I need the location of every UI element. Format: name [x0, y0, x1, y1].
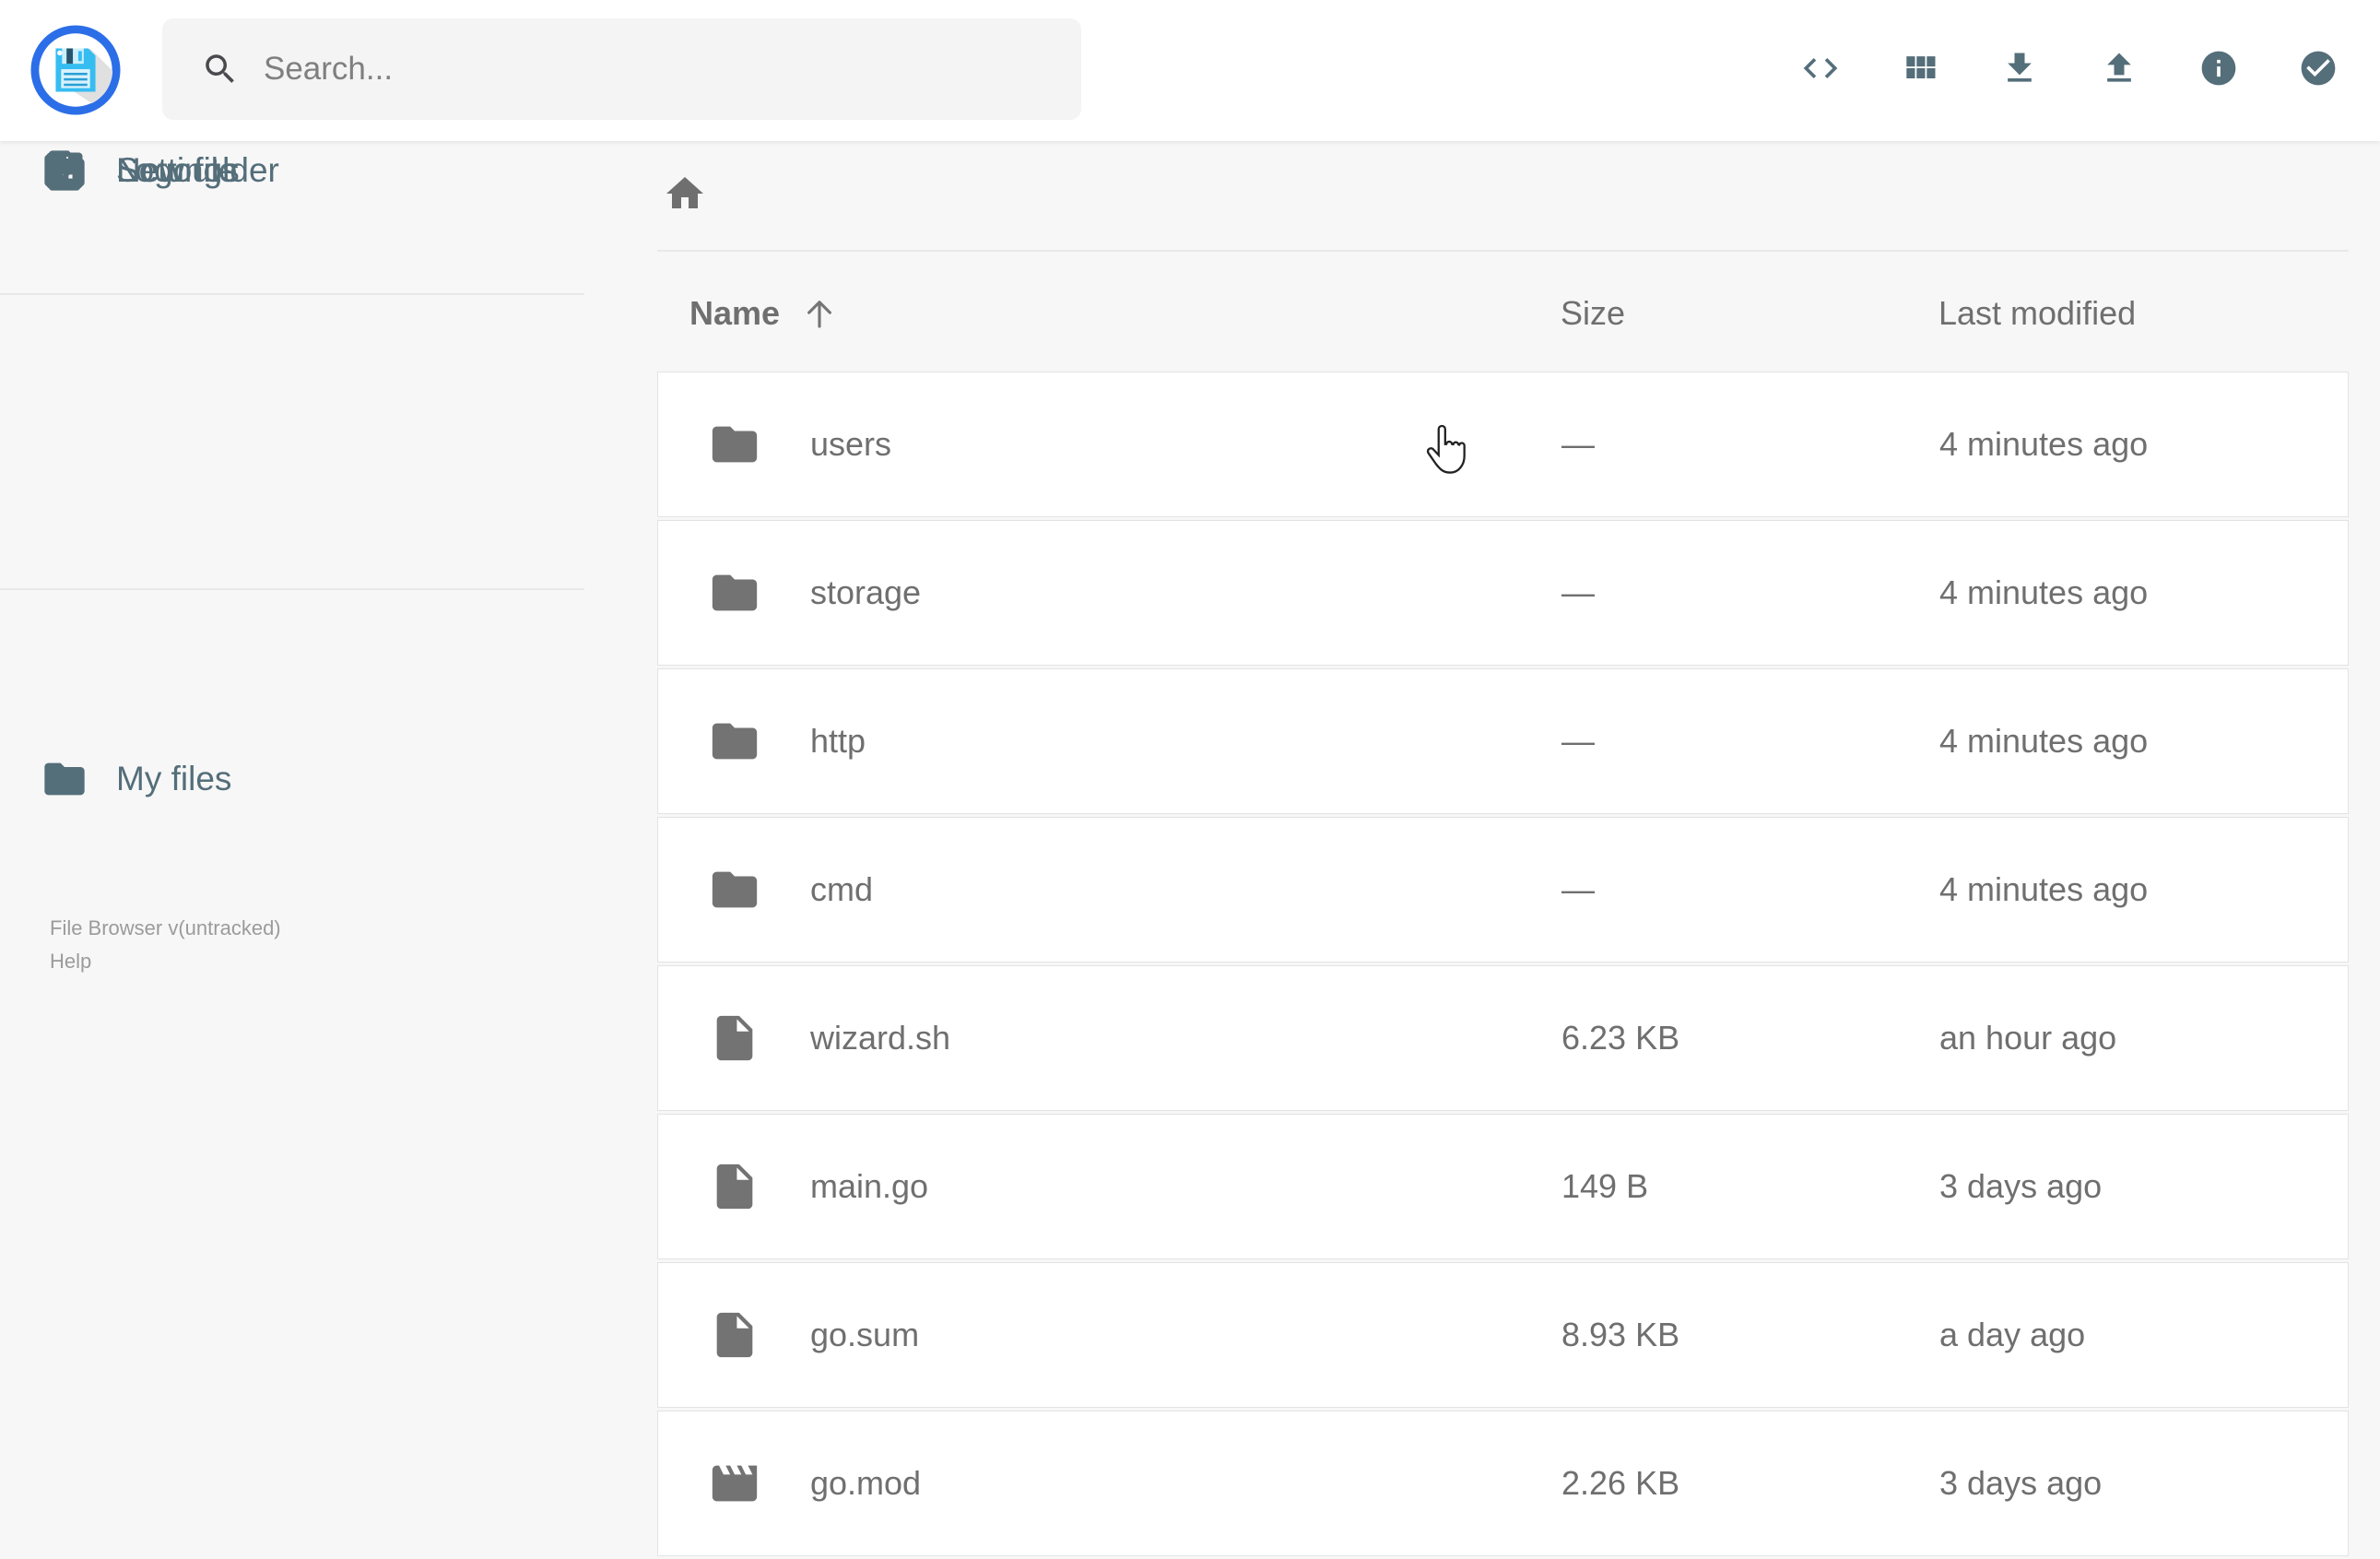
item-size: —: [1561, 722, 1595, 760]
item-name: go.mod: [810, 1464, 922, 1502]
sidebar-item-label: Logout: [116, 151, 221, 189]
column-header-size[interactable]: Size: [1561, 294, 1626, 332]
item-modified: an hour ago: [1939, 1019, 2117, 1057]
sidebar-item-label: Settings: [116, 151, 240, 189]
sidebar-item-label: My files: [116, 760, 232, 797]
item-modified: a day ago: [1939, 1316, 2086, 1353]
item-size: —: [1561, 425, 1595, 463]
item-modified: 4 minutes ago: [1939, 425, 2149, 463]
sidebar: File Browser v(untracked) Help My files N…: [0, 141, 584, 1530]
file-listing: users — 4 minutes ago storage — 4 minutes ago…: [657, 372, 2349, 1559]
item-size: 149 B: [1561, 1167, 1649, 1205]
app-version-text: File Browser v(untracked): [50, 916, 281, 939]
item-name: go.sum: [810, 1316, 920, 1353]
app-header: [0, 0, 2380, 141]
sidebar-item-new-folder[interactable]: New folder: [41, 141, 279, 200]
file-icon: [708, 1011, 761, 1065]
file-row[interactable]: wizard.sh 6.23 KB an hour ago: [657, 965, 2349, 1111]
item-size: —: [1561, 573, 1595, 611]
column-header-name[interactable]: Name: [689, 294, 839, 333]
sidebar-divider: [0, 588, 584, 590]
info-button[interactable]: [2198, 48, 2239, 89]
sidebar-item-logout[interactable]: Logout: [41, 141, 220, 200]
upload-icon: [2099, 48, 2139, 89]
file-icon: [708, 1308, 761, 1362]
folder-icon: [41, 755, 88, 803]
sidebar-item-label: New file: [116, 151, 238, 189]
item-name: cmd: [810, 870, 874, 908]
search-bar: [162, 18, 1081, 120]
upload-button[interactable]: [2099, 48, 2139, 89]
sort-ascending-icon: [807, 301, 832, 328]
folder-row[interactable]: storage — 4 minutes ago: [657, 520, 2349, 666]
file-row[interactable]: main.go 149 B 3 days ago: [657, 1114, 2349, 1259]
file-row[interactable]: go.mod 2.26 KB 3 days ago: [657, 1411, 2349, 1556]
item-size: 8.93 KB: [1561, 1316, 1680, 1353]
code-icon: [1800, 48, 1841, 89]
file-icon: [708, 1160, 761, 1213]
item-size: 2.26 KB: [1561, 1464, 1680, 1502]
movie-icon: [708, 1457, 761, 1510]
item-name: storage: [810, 573, 922, 611]
item-name: wizard.sh: [810, 1019, 951, 1057]
item-modified: 3 days ago: [1939, 1464, 2103, 1502]
folder-row[interactable]: cmd — 4 minutes ago: [657, 817, 2349, 963]
file-row[interactable]: go.sum 8.93 KB a day ago: [657, 1262, 2349, 1408]
column-header-name-label: Name: [689, 294, 781, 332]
folder-icon: [708, 566, 761, 620]
column-header-modified[interactable]: Last modified: [1938, 294, 2137, 332]
sidebar-item-label: New folder: [116, 151, 279, 189]
help-link[interactable]: Help: [50, 950, 92, 973]
item-name: main.go: [810, 1167, 929, 1205]
item-modified: 4 minutes ago: [1939, 573, 2149, 611]
item-size: 6.23 KB: [1561, 1019, 1680, 1057]
folder-icon: [708, 863, 761, 916]
search-input[interactable]: [264, 51, 1056, 88]
sidebar-item-settings[interactable]: Settings: [41, 141, 240, 200]
breadcrumb-divider: [657, 250, 2349, 252]
item-modified: 3 days ago: [1939, 1167, 2103, 1205]
code-button[interactable]: [1800, 48, 1841, 89]
search-icon: [206, 54, 234, 83]
sidebar-item-my-files[interactable]: My files: [41, 750, 231, 809]
grid-view-button[interactable]: [1900, 48, 1940, 89]
item-name: http: [810, 722, 866, 760]
grid-view-icon: [1900, 48, 1940, 89]
logout-icon: [41, 147, 88, 195]
folder-icon: [708, 418, 761, 471]
download-button[interactable]: [1999, 48, 2040, 89]
select-multiple-button[interactable]: [2298, 48, 2339, 89]
home-icon: [663, 171, 707, 216]
listing-column-headers: Name Size Last modified: [657, 294, 2349, 337]
breadcrumb-home-button[interactable]: [663, 171, 709, 217]
select-multiple-icon: [2298, 48, 2339, 89]
download-icon: [1999, 48, 2040, 89]
item-size: —: [1561, 870, 1595, 908]
item-modified: 4 minutes ago: [1939, 722, 2149, 760]
header-actions: [1800, 48, 2339, 89]
item-modified: 4 minutes ago: [1939, 870, 2149, 908]
filebrowser-logo[interactable]: [30, 25, 121, 115]
folder-icon: [708, 715, 761, 768]
folder-row[interactable]: http — 4 minutes ago: [657, 668, 2349, 814]
info-icon: [2198, 48, 2239, 89]
sidebar-item-new-file[interactable]: New file: [41, 141, 238, 200]
folder-row[interactable]: users — 4 minutes ago: [657, 372, 2349, 517]
sidebar-divider: [0, 293, 584, 295]
item-name: users: [810, 425, 892, 463]
